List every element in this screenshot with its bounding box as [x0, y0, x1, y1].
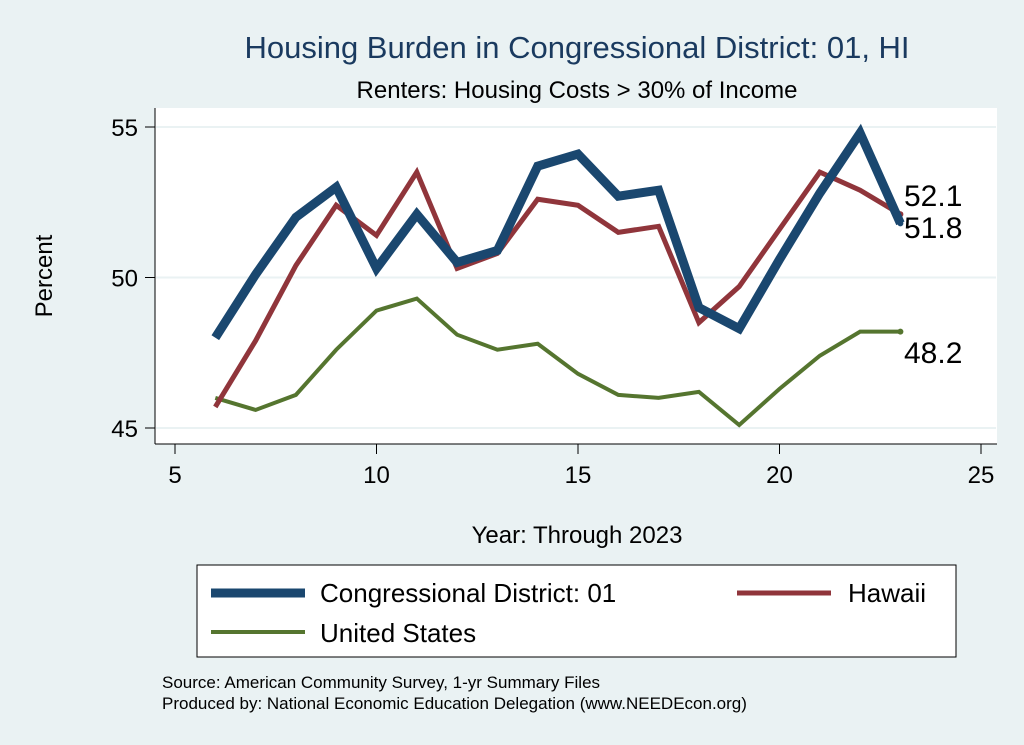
- x-axis-label: Year: Through 2023: [472, 522, 683, 549]
- series-line-hawaii: [213, 166, 902, 409]
- legend-box: [196, 564, 957, 658]
- plot-area: [155, 108, 997, 444]
- chart-subtitle: Renters: Housing Costs > 30% of Income: [357, 77, 798, 104]
- end-labels: 51.852.1 48.2: [904, 180, 962, 370]
- end-value-label: 52.1: [904, 180, 962, 213]
- y-tick-label: 50: [111, 266, 138, 293]
- x-tick-label: 15: [565, 462, 592, 489]
- x-tick-label: 10: [363, 462, 390, 489]
- legend-label-district: Congressional District: 01: [320, 578, 616, 608]
- y-tick-label: 55: [111, 115, 138, 142]
- series-line-us-end-point: [897, 328, 904, 335]
- end-value-label: 51.8: [904, 212, 962, 245]
- x-tick-label: 25: [968, 462, 995, 489]
- series-layer: [211, 123, 905, 428]
- series-line-district: [211, 123, 905, 341]
- legend: Congressional District: 01 Hawaii United…: [196, 564, 957, 658]
- y-ticks: 45 50 55: [111, 115, 155, 443]
- end-value-label: 48.2: [904, 337, 962, 370]
- series-line-us: [214, 296, 901, 428]
- source-note: Source: American Community Survey, 1-yr …: [162, 673, 600, 692]
- x-tick-label: 5: [168, 462, 181, 489]
- chart-title: Housing Burden in Congressional District…: [244, 30, 909, 65]
- gridlines: [156, 126, 996, 429]
- y-axis-label: Percent: [31, 234, 58, 317]
- x-ticks: 5 10 15 20 25: [168, 444, 994, 489]
- series-line-district-end-point: [897, 220, 904, 227]
- y-tick-label: 45: [111, 416, 138, 443]
- legend-label-hawaii: Hawaii: [848, 578, 926, 608]
- producer-note: Produced by: National Economic Education…: [162, 694, 747, 713]
- x-tick-label: 20: [766, 462, 793, 489]
- legend-label-us: United States: [320, 618, 476, 648]
